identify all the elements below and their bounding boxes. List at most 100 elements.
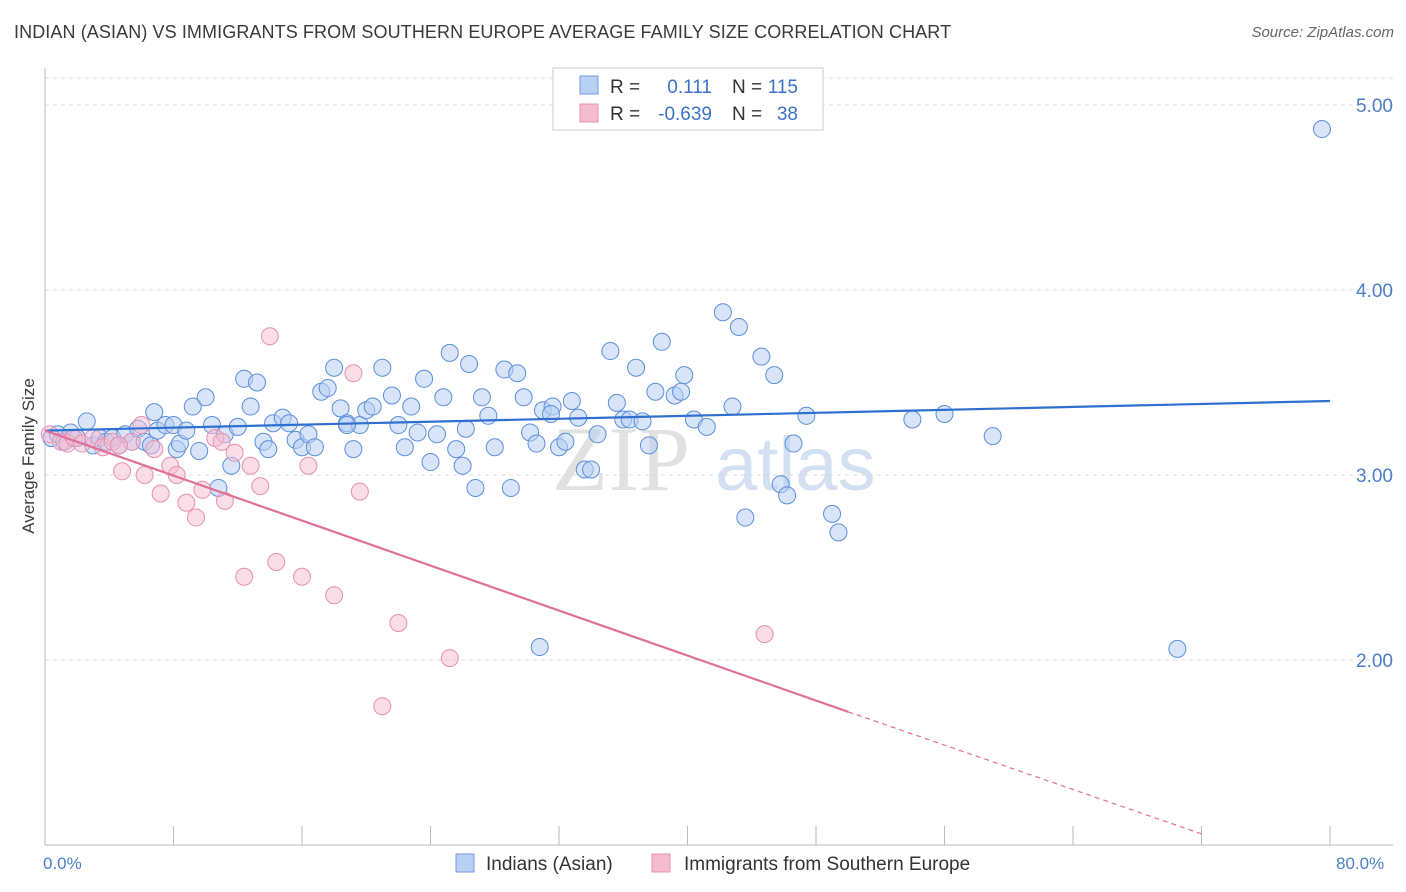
data-point-indians-asian — [318, 379, 337, 398]
data-point-indians-asian — [1312, 120, 1331, 139]
data-point-indians-asian — [562, 392, 581, 410]
bottom-legend-label-blue: Indians (Asian) — [486, 854, 613, 875]
data-point-southern-europe — [235, 567, 254, 586]
y-tick-label: 2.00 — [1356, 651, 1393, 672]
data-point-indians-asian — [765, 366, 784, 385]
data-point-indians-asian — [337, 416, 356, 435]
data-point-indians-asian — [935, 404, 954, 423]
data-point-indians-asian — [639, 436, 658, 455]
data-point-southern-europe — [145, 440, 164, 459]
data-point-indians-asian — [713, 303, 732, 322]
series-indians-asian-points — [42, 120, 1331, 658]
data-point-indians-asian — [829, 523, 848, 542]
data-point-indians-asian — [373, 358, 392, 377]
data-point-indians-asian — [485, 438, 504, 457]
trend-line-southern-europe-extension — [847, 711, 1202, 835]
data-point-indians-asian — [823, 504, 842, 523]
data-point-southern-europe — [260, 327, 279, 346]
data-point-indians-asian — [259, 440, 278, 459]
data-point-indians-asian — [472, 388, 491, 407]
data-point-indians-asian — [672, 382, 691, 401]
data-point-indians-asian — [588, 425, 607, 444]
data-point-southern-europe — [135, 466, 154, 484]
series-legend: Indians (Asian) Immigrants from Southern… — [455, 853, 970, 875]
data-point-indians-asian — [145, 403, 164, 422]
y-tick-labels: 2.00 3.00 4.00 5.00 — [1356, 96, 1393, 672]
data-point-indians-asian — [778, 486, 797, 505]
data-point-indians-asian — [456, 419, 475, 438]
legend-n-label-pink: N = — [732, 104, 762, 125]
data-point-southern-europe — [755, 625, 774, 644]
series-southern-europe-points — [40, 327, 774, 716]
data-point-indians-asian — [395, 438, 414, 457]
data-point-indians-asian — [196, 388, 215, 407]
legend-swatch-pink — [579, 103, 599, 123]
data-point-southern-europe — [109, 436, 128, 455]
bottom-legend-label-pink: Immigrants from Southern Europe — [684, 854, 970, 875]
data-point-indians-asian — [1168, 639, 1187, 658]
data-point-indians-asian — [607, 393, 626, 412]
data-point-southern-europe — [251, 477, 270, 496]
data-point-indians-asian — [530, 638, 549, 657]
data-point-indians-asian — [363, 397, 382, 416]
data-point-indians-asian — [389, 416, 408, 435]
data-point-indians-asian — [453, 456, 472, 475]
data-point-indians-asian — [752, 347, 771, 366]
data-point-indians-asian — [675, 366, 694, 385]
legend-r-value-pink: -0.639 — [658, 104, 712, 125]
data-point-indians-asian — [501, 478, 520, 497]
data-point-indians-asian — [440, 343, 459, 362]
data-point-southern-europe — [225, 443, 244, 462]
data-point-indians-asian — [646, 382, 665, 401]
data-point-southern-europe — [151, 484, 170, 503]
data-point-southern-europe — [212, 432, 231, 451]
data-point-southern-europe — [293, 567, 311, 586]
x-tick-label-min: 0.0% — [43, 854, 82, 873]
data-point-southern-europe — [344, 364, 363, 383]
x-tick-marks — [44, 826, 1331, 845]
data-point-indians-asian — [697, 417, 716, 436]
data-point-indians-asian — [723, 397, 742, 416]
data-point-indians-asian — [903, 410, 922, 429]
data-point-indians-asian — [77, 412, 96, 431]
data-point-indians-asian — [305, 438, 324, 457]
data-point-indians-asian — [601, 342, 620, 361]
data-point-southern-europe — [177, 493, 196, 512]
data-point-indians-asian — [652, 332, 671, 351]
y-tick-label: 3.00 — [1356, 466, 1393, 487]
legend-r-label-pink: R = — [610, 104, 640, 125]
data-point-indians-asian — [190, 441, 209, 460]
data-point-indians-asian — [402, 397, 421, 416]
data-point-indians-asian — [736, 508, 755, 527]
data-point-southern-europe — [440, 649, 459, 668]
data-point-indians-asian — [633, 412, 652, 431]
trend-lines — [44, 399, 1331, 835]
y-tick-label: 4.00 — [1356, 281, 1393, 302]
data-point-indians-asian — [280, 414, 299, 433]
data-point-indians-asian — [434, 388, 453, 407]
data-point-southern-europe — [132, 416, 151, 435]
data-point-indians-asian — [729, 318, 748, 336]
data-point-indians-asian — [460, 355, 479, 373]
data-point-indians-asian — [241, 397, 260, 416]
data-point-indians-asian — [183, 397, 202, 416]
data-point-southern-europe — [241, 456, 260, 475]
data-point-indians-asian — [466, 478, 485, 497]
chart-source: Source: ZipAtlas.com — [1251, 24, 1394, 41]
data-point-indians-asian — [447, 440, 466, 459]
data-point-indians-asian — [479, 406, 498, 425]
data-point-indians-asian — [582, 460, 601, 479]
data-point-southern-europe — [299, 456, 318, 475]
data-point-indians-asian — [421, 453, 440, 472]
x-tick-label-max: 80.0% — [1336, 854, 1384, 873]
data-point-southern-europe — [325, 586, 344, 605]
data-point-indians-asian — [408, 423, 427, 442]
data-point-southern-europe — [389, 614, 408, 632]
data-point-indians-asian — [797, 406, 816, 425]
data-point-southern-europe — [186, 508, 205, 527]
legend-n-label-blue: N = — [732, 77, 762, 98]
bottom-legend-swatch-blue — [455, 853, 475, 873]
data-point-indians-asian — [508, 364, 527, 383]
data-point-indians-asian — [514, 388, 533, 407]
